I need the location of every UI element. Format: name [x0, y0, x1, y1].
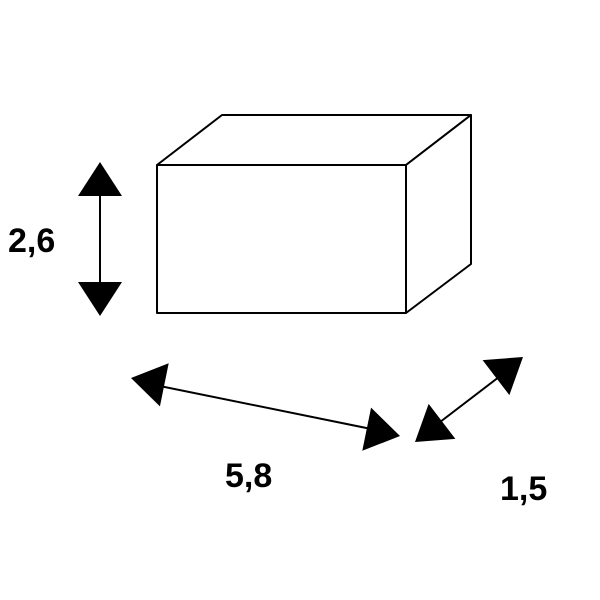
depth-label: 1,5	[500, 470, 547, 509]
height-label: 2,6	[8, 222, 55, 261]
diagram-svg	[0, 0, 600, 600]
width-label: 5,8	[225, 457, 272, 496]
dimension-diagram: 2,6 5,8 1,5	[0, 0, 600, 600]
